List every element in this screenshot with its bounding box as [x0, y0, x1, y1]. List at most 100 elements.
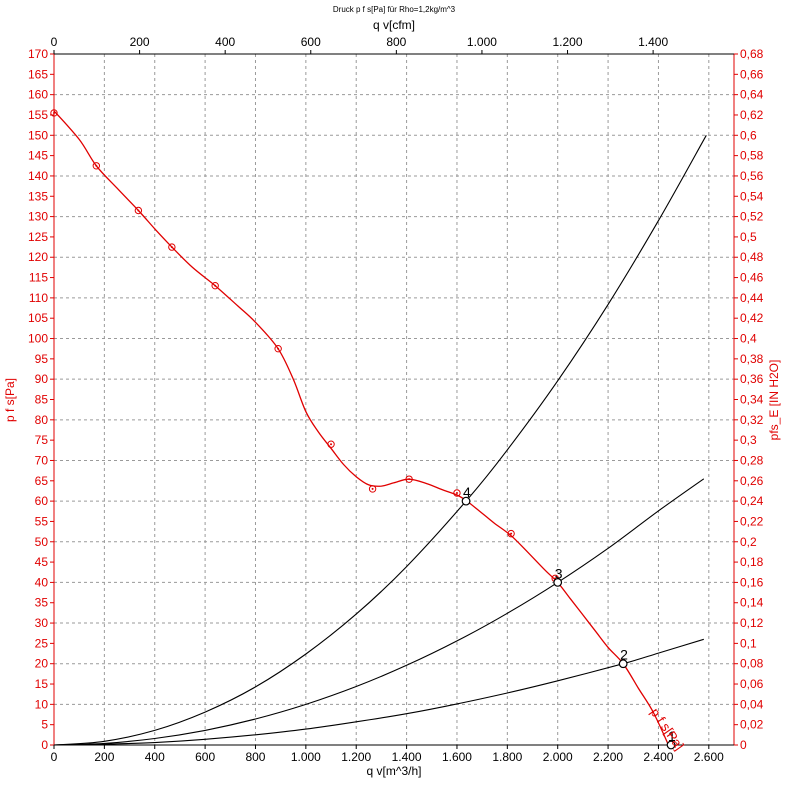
- y2-tick-label: 0,18: [740, 555, 764, 569]
- measured-point-dot: [330, 443, 333, 446]
- y2-tick-label: 0,44: [740, 291, 764, 305]
- y2-tick-label: 0,38: [740, 352, 764, 366]
- y2-tick-label: 0,08: [740, 657, 764, 671]
- y-tick-label: 5: [41, 718, 48, 732]
- measured-point-dot: [455, 491, 458, 494]
- x-tick-label: 1.400: [392, 750, 422, 764]
- y-tick-label: 130: [28, 210, 48, 224]
- x2-tick-label: 800: [386, 35, 406, 49]
- measured-point: [274, 344, 282, 353]
- operating-point-label-3: 3: [555, 565, 563, 581]
- series-layer: [53, 110, 707, 746]
- system-curve-3: [53, 478, 705, 746]
- y2-axis-title: pfs_E [IN H2O]: [767, 360, 781, 441]
- y-tick-label: 95: [35, 352, 49, 366]
- y-tick-label: 75: [35, 433, 49, 447]
- y-tick-label: 50: [35, 535, 49, 549]
- y2-tick-label: 0,56: [740, 169, 764, 183]
- y2-tick-label: 0,24: [740, 494, 764, 508]
- chart-title: Druck p f s[Pa] für Rho=1,2kg/m^3: [333, 5, 456, 14]
- y-tick-label: 15: [35, 677, 49, 691]
- y-tick-label: 60: [35, 494, 49, 508]
- y2-tick-label: 0,34: [740, 393, 764, 407]
- x-tick-label: 2.200: [593, 750, 623, 764]
- markers-layer: 1 2 3 4: [50, 109, 676, 750]
- y-tick-label: 155: [28, 108, 48, 122]
- y-tick-label: 40: [35, 575, 49, 589]
- y2-tick-label: 0,14: [740, 596, 764, 610]
- y2-tick-label: 0,64: [740, 88, 764, 102]
- y2-tick-label: 0,54: [740, 189, 764, 203]
- y2-tick-label: 0: [740, 738, 747, 752]
- y-tick-label: 10: [35, 697, 49, 711]
- y-tick-label: 140: [28, 169, 48, 183]
- measured-point-dot: [53, 111, 55, 114]
- y2-tick-label: 0,58: [740, 149, 764, 163]
- y2-tick-label: 0,3: [740, 433, 757, 447]
- y2-tick-label: 0,42: [740, 311, 764, 325]
- measured-point: [50, 109, 58, 117]
- measured-point-dot: [137, 209, 140, 212]
- x2-tick-label: 200: [130, 35, 150, 49]
- measured-point: [368, 485, 377, 493]
- y2-tick-label: 0,5: [740, 230, 757, 244]
- y-tick-label: 25: [35, 636, 49, 650]
- y-tick-label: 105: [28, 311, 48, 325]
- x-tick-label: 800: [245, 750, 265, 764]
- y2-tick-label: 0,22: [740, 514, 764, 528]
- y-tick-label: 35: [35, 596, 49, 610]
- x-tick-label: 1.800: [492, 750, 522, 764]
- x2-tick-label: 400: [215, 35, 235, 49]
- y2-tick-label: 0,48: [740, 250, 764, 264]
- y2-tick-label: 0,02: [740, 718, 764, 732]
- x-tick-label: 400: [145, 750, 165, 764]
- measured-point-dot: [214, 284, 217, 287]
- y-tick-label: 135: [28, 189, 48, 203]
- y2-tick-label: 0,46: [740, 271, 764, 285]
- measured-point: [405, 475, 413, 483]
- x-tick-label: 2.000: [543, 750, 573, 764]
- y-tick-label: 85: [35, 393, 49, 407]
- y2-tick-label: 0,36: [740, 372, 764, 386]
- axis-ticks: 0510152025303540455055606570758085909510…: [28, 35, 764, 764]
- x2-tick-label: 1.000: [467, 35, 497, 49]
- y-tick-label: 55: [35, 514, 49, 528]
- x-tick-label: 2.600: [694, 750, 724, 764]
- system-curve-2: [53, 638, 704, 746]
- y-tick-label: 125: [28, 230, 48, 244]
- y2-tick-label: 0,6: [740, 128, 757, 142]
- x-tick-label: 1.600: [442, 750, 472, 764]
- operating-point-1: [666, 740, 676, 750]
- operating-point-label-1: 1: [668, 728, 676, 744]
- x2-axis-title: q v[cfm]: [373, 18, 415, 32]
- y-tick-label: 115: [29, 271, 48, 285]
- y-tick-label: 165: [28, 67, 48, 81]
- y2-tick-label: 0,52: [740, 210, 764, 224]
- measured-point: [134, 206, 143, 215]
- y-tick-label: 70: [35, 453, 49, 467]
- operating-point-3: [553, 578, 563, 587]
- y-tick-label: 0: [41, 738, 48, 752]
- x2-tick-label: 600: [301, 35, 321, 49]
- x2-tick-label: 1.200: [553, 35, 583, 49]
- y-tick-label: 160: [28, 88, 48, 102]
- y-tick-label: 120: [28, 250, 48, 264]
- x-tick-label: 200: [94, 750, 114, 764]
- y-axis-title: p f s[Pa]: [3, 378, 17, 422]
- measured-point: [327, 440, 335, 448]
- measured-point: [507, 529, 515, 538]
- y-tick-label: 20: [35, 657, 49, 671]
- y2-tick-label: 0,06: [740, 677, 764, 691]
- operating-point-2: [618, 659, 628, 669]
- grid-lines: [54, 54, 734, 745]
- y2-tick-label: 0,1: [740, 636, 757, 650]
- measured-point-dot: [510, 532, 513, 535]
- y-tick-label: 150: [28, 128, 48, 142]
- y2-tick-label: 0,2: [740, 535, 757, 549]
- y-tick-label: 110: [29, 291, 48, 305]
- operating-point-label-2: 2: [620, 647, 628, 663]
- y2-tick-label: 0,26: [740, 474, 764, 488]
- system-curve-4: [53, 135, 707, 746]
- y-tick-label: 170: [28, 47, 48, 61]
